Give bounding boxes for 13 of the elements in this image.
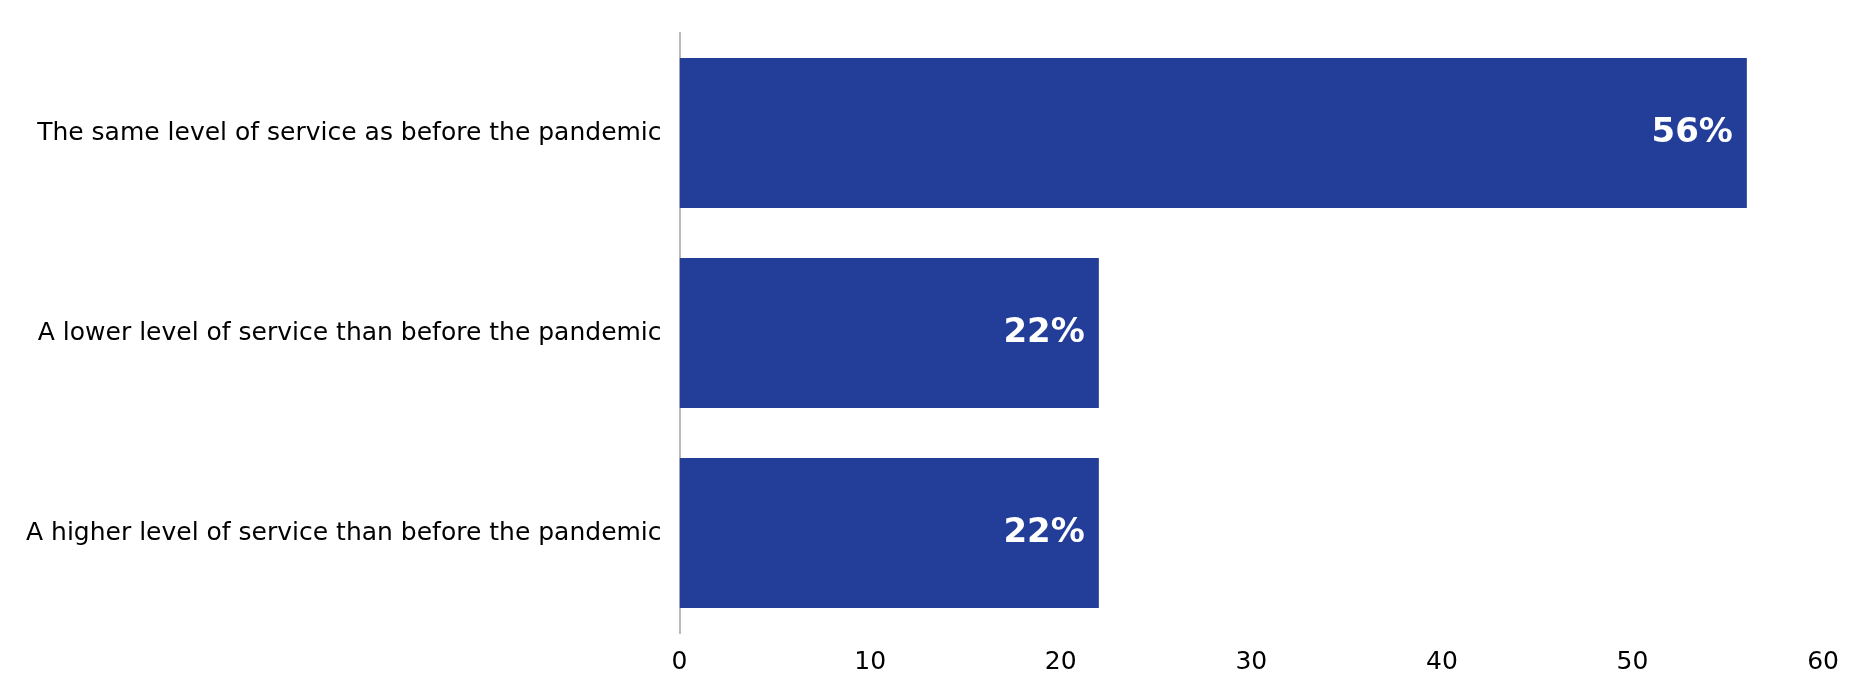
x-tick-label: 10 xyxy=(854,645,887,675)
x-tick-label: 0 xyxy=(671,645,688,675)
data-label: 22% xyxy=(1003,509,1085,550)
x-tick-label: 50 xyxy=(1616,645,1649,675)
x-tick-label: 60 xyxy=(1807,645,1839,675)
x-tick-label: 20 xyxy=(1044,645,1077,675)
data-label: 22% xyxy=(1003,309,1085,350)
x-tick-label: 40 xyxy=(1426,645,1458,675)
y-tick-label: A lower level of service than before the pandemic xyxy=(37,316,662,346)
x-tick-label: 30 xyxy=(1235,645,1268,675)
data-label: 56% xyxy=(1651,109,1733,150)
y-tick-label: A higher level of service than before the pandemic xyxy=(26,516,662,546)
y-tick-label: The same level of service as before the pandemic xyxy=(36,116,662,146)
